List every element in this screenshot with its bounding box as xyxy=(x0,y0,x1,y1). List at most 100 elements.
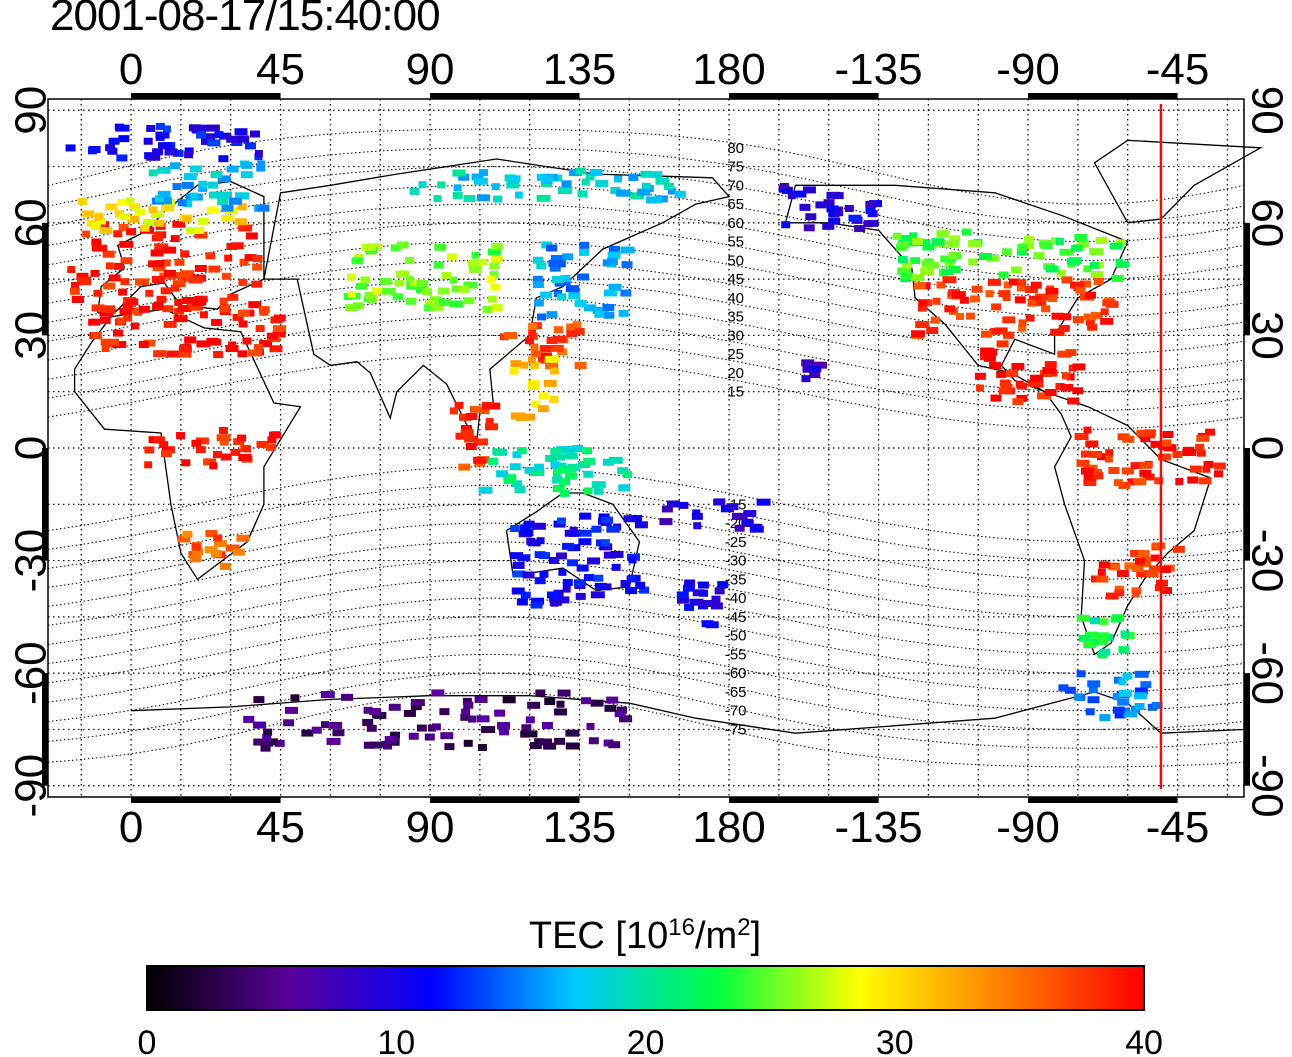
tec-cell xyxy=(138,305,150,313)
tec-cell xyxy=(1145,569,1159,577)
tec-cell xyxy=(948,252,957,260)
lat-tick-label-left: -60 xyxy=(7,641,56,705)
tec-cell xyxy=(226,135,239,143)
tec-cell xyxy=(565,729,580,737)
tec-cell xyxy=(157,190,171,198)
lon-tick-label-bottom: 135 xyxy=(543,803,616,852)
lon-tick-label-bottom: 90 xyxy=(406,803,455,852)
tec-cell xyxy=(238,224,253,232)
tec-cell xyxy=(1105,449,1114,457)
tec-cell xyxy=(485,418,494,426)
tec-cell xyxy=(1130,549,1145,557)
tec-cell xyxy=(815,201,827,209)
tec-cell xyxy=(1002,294,1011,302)
tec-cell xyxy=(756,498,771,506)
tec-cell xyxy=(243,715,255,723)
tec-cell xyxy=(262,733,272,741)
tec-cell xyxy=(575,167,586,175)
tec-cell xyxy=(552,470,561,478)
tec-cell xyxy=(936,281,946,289)
tec-cell xyxy=(539,570,549,578)
tec-cell xyxy=(88,318,101,326)
tec-cell xyxy=(741,518,754,526)
tec-cell xyxy=(990,394,1002,402)
tec-cell xyxy=(557,689,571,697)
lon-tick-label-top: 45 xyxy=(256,45,305,94)
tec-cell xyxy=(160,450,172,458)
tec-cell xyxy=(726,503,739,511)
tec-cell xyxy=(913,282,926,290)
tec-cell xyxy=(578,538,592,546)
tec-cell xyxy=(611,563,621,571)
tec-cell xyxy=(628,173,639,181)
tec-cell xyxy=(491,304,503,312)
tec-cell xyxy=(461,708,471,716)
tec-cell xyxy=(222,191,233,199)
tec-cell xyxy=(1010,266,1022,274)
tec-cell xyxy=(219,562,231,570)
tec-cell xyxy=(252,263,263,271)
tec-cell xyxy=(1074,233,1088,241)
tec-cell xyxy=(930,316,940,324)
tec-cell xyxy=(180,250,190,258)
tec-cell xyxy=(579,248,590,256)
tec-cell xyxy=(1085,708,1095,716)
tec-cell xyxy=(1083,479,1097,487)
tec-cell xyxy=(208,265,221,273)
tec-cell xyxy=(458,173,470,181)
tec-cell xyxy=(714,587,725,595)
tec-cell xyxy=(572,445,584,453)
tec-cell xyxy=(93,289,103,297)
map-panel: 8075706560555045403530252015-15-20-25-30… xyxy=(7,45,1292,852)
tec-cell xyxy=(983,354,996,362)
tec-cell xyxy=(599,543,613,551)
tec-cell xyxy=(458,463,471,471)
tec-cell xyxy=(214,540,228,548)
tec-cell xyxy=(238,454,252,462)
tec-cell xyxy=(557,293,567,301)
tec-cell xyxy=(493,195,503,203)
tec-cell xyxy=(554,737,566,745)
tec-cell xyxy=(242,337,252,345)
tec-cell xyxy=(697,581,709,589)
tec-cell xyxy=(174,298,183,306)
tec-cell xyxy=(105,203,118,211)
tec-cell xyxy=(178,345,192,353)
tec-cell xyxy=(76,272,89,280)
tec-cell xyxy=(606,258,618,266)
tec-cell xyxy=(259,308,269,316)
tec-cell xyxy=(424,304,437,312)
tec-cell xyxy=(189,192,198,200)
tec-cell xyxy=(416,286,429,294)
tec-cell xyxy=(621,261,633,269)
tec-cell xyxy=(1093,277,1104,285)
magnetic-latitude-label: -65 xyxy=(725,684,747,701)
tec-cell xyxy=(156,295,167,303)
tec-cell xyxy=(522,571,535,579)
tec-cell xyxy=(1139,469,1152,477)
lon-tick-label-bottom: -90 xyxy=(996,803,1060,852)
tec-cell xyxy=(550,254,564,262)
tec-cell xyxy=(949,235,961,243)
tec-cell xyxy=(433,195,442,203)
tec-cell xyxy=(1080,450,1091,458)
lon-tick-label-top: 90 xyxy=(406,45,455,94)
tec-cell xyxy=(988,348,998,356)
tec-cell xyxy=(1114,585,1124,593)
tec-cell xyxy=(88,147,98,155)
tec-cell xyxy=(153,350,167,358)
tec-cell xyxy=(1071,244,1083,252)
tec-cell xyxy=(345,304,359,312)
tec-cell xyxy=(160,197,172,205)
tec-cell xyxy=(1152,542,1166,550)
tec-cell xyxy=(182,530,193,538)
tec-cell xyxy=(253,696,265,704)
tec-cell xyxy=(1000,383,1013,391)
tec-cell xyxy=(1105,592,1119,600)
tec-cell xyxy=(814,361,828,369)
tec-cell xyxy=(455,432,466,440)
tec-cell xyxy=(129,202,141,210)
tec-cell xyxy=(238,278,248,286)
tec-cell xyxy=(534,738,545,746)
tec-cell xyxy=(453,184,462,192)
